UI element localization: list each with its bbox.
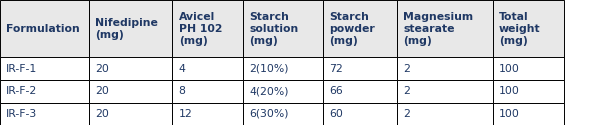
Text: Starch
powder
(mg): Starch powder (mg) (330, 12, 375, 46)
Text: 20: 20 (95, 64, 110, 74)
Bar (243, 80, 323, 102)
Text: 100: 100 (499, 109, 520, 119)
Bar (0, 58, 89, 80)
Bar (89, 80, 172, 102)
Bar (397, 0, 493, 58)
Text: 72: 72 (330, 64, 343, 74)
Text: 2(10%): 2(10%) (249, 64, 289, 74)
Bar (243, 58, 323, 80)
Text: 2: 2 (403, 109, 410, 119)
Bar (0, 102, 89, 125)
Text: 6(30%): 6(30%) (249, 109, 289, 119)
Bar (0, 80, 89, 102)
Text: IR-F-2: IR-F-2 (6, 86, 38, 96)
Text: IR-F-1: IR-F-1 (6, 64, 38, 74)
Bar (323, 80, 397, 102)
Text: Avicel
PH 102
(mg): Avicel PH 102 (mg) (179, 12, 222, 46)
Bar (397, 80, 493, 102)
Bar (493, 80, 564, 102)
Bar (0, 0, 89, 58)
Text: Magnesium
stearate
(mg): Magnesium stearate (mg) (403, 12, 474, 46)
Bar (323, 102, 397, 125)
Text: Nifedipine
(mg): Nifedipine (mg) (95, 18, 158, 40)
Bar (493, 58, 564, 80)
Bar (493, 102, 564, 125)
Bar (172, 80, 243, 102)
Bar (172, 102, 243, 125)
Bar (89, 58, 172, 80)
Text: Formulation: Formulation (6, 24, 80, 34)
Text: 4(20%): 4(20%) (249, 86, 289, 96)
Text: Starch
solution
(mg): Starch solution (mg) (249, 12, 299, 46)
Bar (397, 102, 493, 125)
Bar (323, 0, 397, 58)
Text: IR-F-3: IR-F-3 (6, 109, 38, 119)
Text: 66: 66 (330, 86, 343, 96)
Text: 2: 2 (403, 86, 410, 96)
Text: 8: 8 (179, 86, 185, 96)
Text: Total
weight
(mg): Total weight (mg) (499, 12, 541, 46)
Bar (243, 102, 323, 125)
Bar (243, 0, 323, 58)
Text: 2: 2 (403, 64, 410, 74)
Text: 100: 100 (499, 86, 520, 96)
Text: 12: 12 (179, 109, 192, 119)
Bar (89, 102, 172, 125)
Text: 20: 20 (95, 86, 110, 96)
Text: 100: 100 (499, 64, 520, 74)
Text: 4: 4 (179, 64, 185, 74)
Bar (172, 0, 243, 58)
Bar (323, 58, 397, 80)
Text: 60: 60 (330, 109, 344, 119)
Bar (397, 58, 493, 80)
Bar (89, 0, 172, 58)
Bar (172, 58, 243, 80)
Bar (493, 0, 564, 58)
Text: 20: 20 (95, 109, 110, 119)
